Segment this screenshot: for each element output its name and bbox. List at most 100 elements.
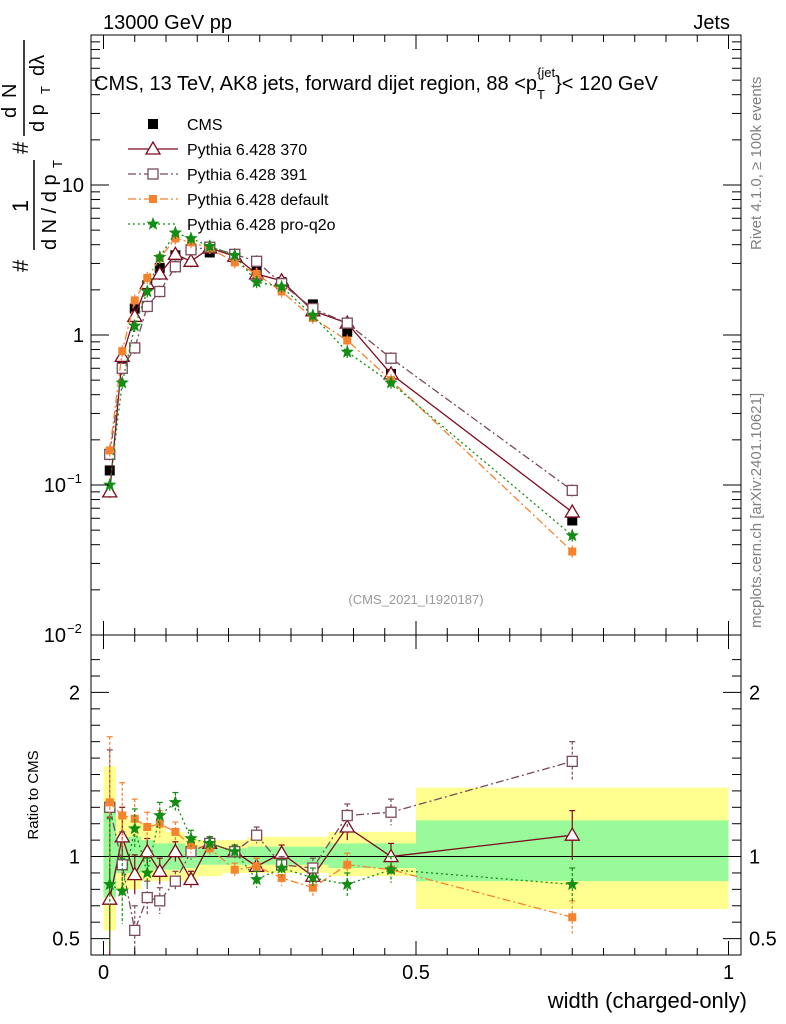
data-point bbox=[141, 300, 153, 313]
ratio-point bbox=[103, 877, 117, 891]
y-axis-label-ratio: Ratio to CMS bbox=[25, 750, 42, 839]
data-point bbox=[228, 248, 242, 261]
y-tick-exponent: −1 bbox=[67, 471, 82, 486]
legend-label: Pythia 6.428 370 bbox=[187, 142, 307, 159]
data-point bbox=[230, 258, 239, 267]
ratio-point bbox=[308, 883, 317, 892]
ratio-point bbox=[105, 798, 114, 807]
ylabel-one: 1 bbox=[8, 200, 33, 212]
legend-marker bbox=[144, 140, 162, 155]
analysis-id: (CMS_2021_I1920187) bbox=[348, 592, 483, 607]
ylabel-dl: dλ bbox=[27, 55, 49, 76]
y-tick-label-main: 10 bbox=[44, 625, 66, 647]
ratio-point bbox=[306, 870, 320, 884]
y-tick-label-ratio: 1 bbox=[69, 847, 80, 869]
data-point bbox=[250, 275, 264, 288]
ratio-point bbox=[153, 808, 167, 822]
legend-label: Pythia 6.428 391 bbox=[187, 167, 307, 184]
data-point bbox=[341, 317, 353, 329]
data-point bbox=[168, 225, 182, 239]
data-point bbox=[568, 547, 577, 556]
y-tick-label-main: 10 bbox=[62, 175, 84, 197]
legend-marker bbox=[146, 217, 160, 230]
data-point bbox=[567, 515, 578, 526]
legend: CMS Pythia 6.428 370 Pythia 6.428 391 Pythi… bbox=[128, 117, 336, 234]
band-inner-bin bbox=[297, 846, 329, 865]
ratio-point bbox=[343, 860, 352, 869]
ratio-point bbox=[118, 811, 127, 820]
ratio-point bbox=[568, 913, 577, 922]
ratio-point bbox=[565, 877, 579, 891]
data-point bbox=[275, 279, 289, 293]
ratio-point bbox=[187, 841, 195, 850]
data-point bbox=[342, 326, 353, 337]
ylabel-subT2: T bbox=[38, 86, 53, 94]
x-tick-label: 1 bbox=[723, 962, 734, 984]
ratio-point bbox=[564, 826, 581, 841]
ratio-panel bbox=[91, 736, 741, 955]
title-suffix: }< 120 GeV bbox=[555, 73, 659, 95]
ylabel-subT: T bbox=[50, 160, 65, 168]
ratio-point bbox=[140, 865, 154, 879]
legend-marker bbox=[149, 195, 157, 203]
data-point bbox=[103, 478, 117, 491]
ratio-point bbox=[384, 862, 398, 876]
y-tick-label-ratio-right: 2 bbox=[749, 682, 760, 704]
data-point bbox=[564, 503, 581, 518]
ratio-point bbox=[341, 809, 353, 822]
header-left: 13000 GeV pp bbox=[103, 12, 232, 34]
band-inner-bin bbox=[247, 846, 266, 865]
ratio-point bbox=[129, 924, 141, 937]
data-point bbox=[184, 231, 198, 245]
data-point bbox=[129, 342, 141, 354]
ratio-point bbox=[230, 865, 239, 874]
series-line-main bbox=[109, 232, 573, 537]
ratio-point bbox=[171, 827, 180, 836]
y-tick-label-ratio-right: 1 bbox=[749, 847, 760, 869]
ratio-point bbox=[115, 884, 129, 897]
ratio-point bbox=[340, 877, 354, 891]
legend-label: CMS bbox=[187, 117, 223, 134]
ylabel-d2N: d bbox=[0, 107, 21, 118]
data-point bbox=[169, 261, 182, 273]
x-axis-label: width (charged-only) bbox=[547, 988, 747, 1013]
y-tick-label-ratio: 0.5 bbox=[52, 929, 80, 951]
ratio-point bbox=[128, 821, 142, 835]
x-tick-label: 0 bbox=[98, 962, 109, 984]
ratio-point bbox=[250, 829, 263, 841]
ratio-point bbox=[182, 871, 200, 886]
ratio-point bbox=[252, 862, 261, 871]
ratio-point bbox=[143, 823, 152, 831]
data-point bbox=[565, 528, 579, 542]
ratio-point bbox=[151, 863, 168, 877]
data-point bbox=[182, 253, 200, 267]
data-point bbox=[153, 250, 167, 263]
ylabel-N: N bbox=[0, 84, 21, 98]
chart-title: CMS, 13 TeV, AK8 jets, forward dijet reg… bbox=[94, 65, 659, 102]
ratio-point bbox=[141, 891, 153, 904]
title-prefix: CMS, 13 TeV, AK8 jets, forward dijet reg… bbox=[94, 73, 537, 95]
series-line-main bbox=[109, 247, 573, 513]
data-point bbox=[250, 255, 263, 267]
data-point bbox=[105, 446, 114, 455]
data-point bbox=[115, 375, 129, 389]
data-point bbox=[118, 347, 127, 356]
title-sup: {jet bbox=[537, 65, 555, 80]
data-point bbox=[128, 318, 142, 332]
rivet-label: Rivet 4.1.0, ≥ 100k events bbox=[748, 77, 765, 250]
ylabel-bottom: d N / d p bbox=[39, 174, 61, 250]
data-point bbox=[104, 465, 115, 476]
series-line-main bbox=[109, 246, 573, 491]
ylabel-dpT: d p bbox=[27, 104, 49, 132]
ylabel-hash1: # bbox=[8, 259, 33, 272]
ratio-point bbox=[203, 836, 217, 850]
ratio-point bbox=[566, 755, 578, 768]
data-point bbox=[140, 284, 154, 298]
ratio-point bbox=[167, 843, 184, 858]
ratio-point bbox=[139, 843, 156, 858]
data-point bbox=[154, 285, 166, 298]
data-point bbox=[151, 265, 168, 280]
data-point bbox=[384, 375, 398, 389]
